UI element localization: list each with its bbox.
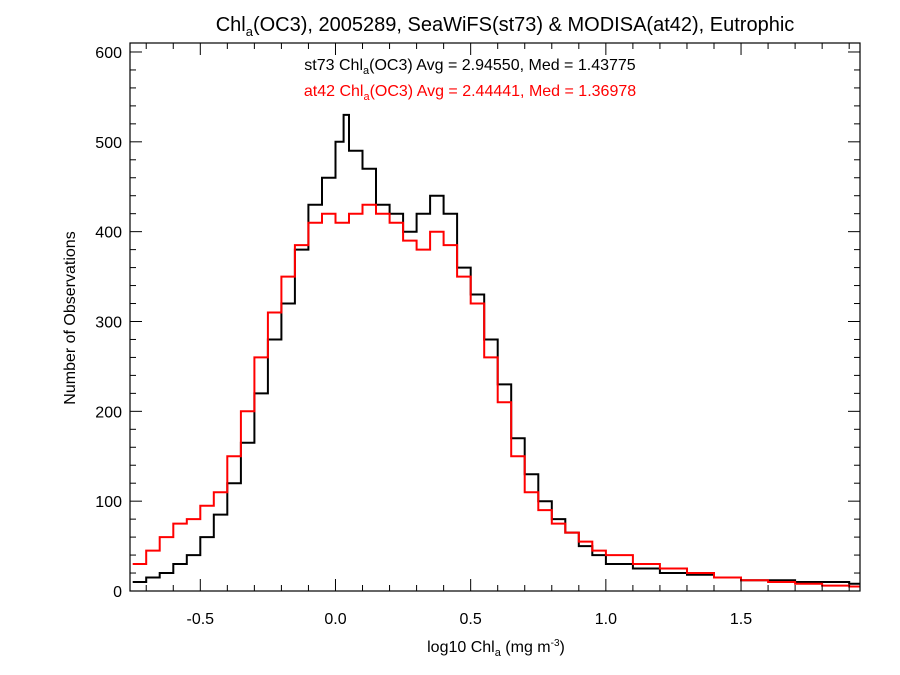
y-tick-label: 500 (95, 135, 122, 152)
title-subscript: a (246, 24, 254, 39)
y-tick-label: 300 (95, 314, 122, 331)
annotation-at42-subscript: a (363, 91, 370, 103)
x-tick-label: 1.0 (595, 611, 617, 628)
annotation-at42-suffix: (OC3) Avg = 2.44441, Med = 1.36978 (370, 83, 637, 100)
y-axis-label: Number of Observations (62, 231, 79, 404)
y-tick-label: 400 (95, 225, 122, 242)
annotation-at42: at42 Chla(OC3) Avg = 2.44441, Med = 1.36… (304, 83, 636, 103)
x-axis-label: log10 Chla (mg m-3) (427, 638, 565, 659)
x-tick-label: 0.5 (460, 611, 482, 628)
annotation-st73-suffix: (OC3) Avg = 2.94550, Med = 1.43775 (369, 57, 636, 74)
series-st73-line (132, 113, 860, 585)
y-tick-label: 200 (95, 404, 122, 421)
y-tick-label: 100 (95, 494, 122, 511)
x-label-subscript: a (495, 647, 502, 659)
annotation-st73-subscript: a (363, 65, 370, 77)
y-tick-label: 600 (95, 45, 122, 62)
title-prefix: Chl (216, 14, 246, 36)
x-label-suffix: ) (560, 639, 565, 656)
y-tick-label: 0 (113, 584, 122, 601)
plot-frame (129, 42, 861, 592)
annotation-st73-prefix: st73 Chl (304, 57, 363, 74)
annotation-at42-prefix: at42 Chl (304, 83, 364, 100)
series-at42-line (132, 203, 860, 588)
x-tick-label: -0.5 (187, 611, 215, 628)
x-tick-label: 0.0 (324, 611, 346, 628)
x-label-superscript: -3 (551, 638, 560, 649)
x-tick-label: 1.5 (730, 611, 752, 628)
title-suffix: (OC3), 2005289, SeaWiFS(st73) & MODISA(a… (253, 14, 794, 36)
chart-title: Chla(OC3), 2005289, SeaWiFS(st73) & MODI… (216, 14, 795, 39)
annotation-st73: st73 Chla(OC3) Avg = 2.94550, Med = 1.43… (304, 57, 635, 77)
x-label-mid: (mg m (501, 639, 551, 656)
x-label-prefix: log10 Chl (427, 639, 495, 656)
